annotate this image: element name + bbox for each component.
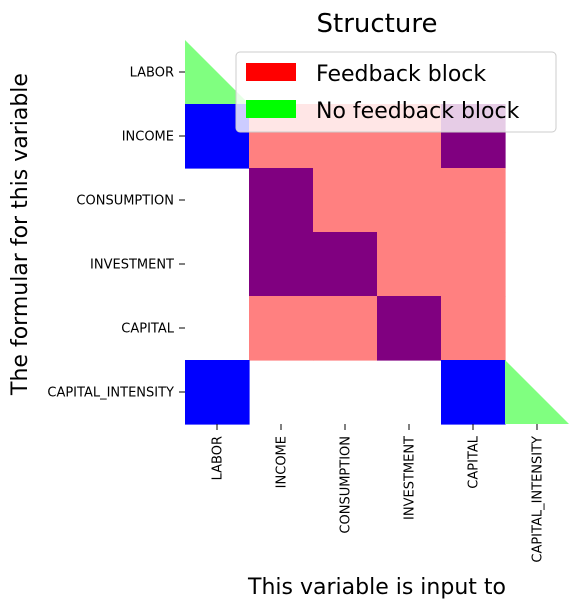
heatmap-cell-consumption-investment <box>377 168 442 233</box>
heatmap-cell-investment-consumption <box>313 232 378 297</box>
y-tick-label-income: INCOME <box>122 130 174 145</box>
heatmap-cell-capital-intensity-labor <box>185 360 250 425</box>
heatmap-cell-investment-income <box>249 232 314 297</box>
y-tick-label-labor: LABOR <box>130 66 174 81</box>
x-tick-label-capital: CAPITAL <box>467 435 482 488</box>
heatmap-cell-investment-capital <box>441 232 506 297</box>
heatmap-cell-capital-consumption <box>313 296 378 361</box>
x-axis-label: This variable is input to <box>247 575 506 600</box>
y-tick-label-capital: CAPITAL <box>121 322 174 337</box>
heatmap-cell-consumption-income <box>249 168 314 233</box>
heatmap-cell-capital-capital <box>441 296 506 361</box>
y-tick-label-capital-intensity: CAPITAL_INTENSITY <box>47 386 174 401</box>
legend: Feedback block No feedback block <box>235 51 557 133</box>
legend-frame <box>235 51 557 133</box>
no-feedback-triangle-capital-intensity <box>505 360 569 424</box>
legend-swatch-feedback-block <box>246 63 296 81</box>
x-tick-label-capital-intensity: CAPITAL_INTENSITY <box>531 436 546 563</box>
x-tick-label-investment: INVESTMENT <box>403 436 418 520</box>
x-tick-label-consumption: CONSUMPTION <box>339 436 354 534</box>
legend-label-no-feedback-block: No feedback block <box>316 99 520 124</box>
x-tick-label-labor: LABOR <box>211 436 226 480</box>
no-feedback-triangle-labor <box>185 40 249 104</box>
heatmap-cell-consumption-consumption <box>313 168 378 233</box>
chart-title: Structure <box>317 9 438 39</box>
legend-label-feedback-block: Feedback block <box>316 62 486 87</box>
heatmap-cell-consumption-capital <box>441 168 506 233</box>
y-axis-label: The formular for this variable <box>8 73 33 396</box>
heatmap-cell-capital-investment <box>377 296 442 361</box>
heatmap-cell-investment-investment <box>377 232 442 297</box>
heatmap-cell-capital-intensity-capital <box>441 360 506 425</box>
x-axis-ticks: LABOR INCOME CONSUMPTION INVESTMENT CAPITAL C… <box>211 424 546 563</box>
heatmap-cell-capital-income <box>249 296 314 361</box>
x-tick-label-income: INCOME <box>275 436 290 488</box>
y-axis-ticks: LABOR INCOME CONSUMPTION INVESTMENT CAPITAL C… <box>47 66 185 401</box>
y-tick-label-consumption: CONSUMPTION <box>76 194 174 209</box>
legend-swatch-no-feedback-block <box>246 100 296 118</box>
y-tick-label-investment: INVESTMENT <box>90 258 174 273</box>
